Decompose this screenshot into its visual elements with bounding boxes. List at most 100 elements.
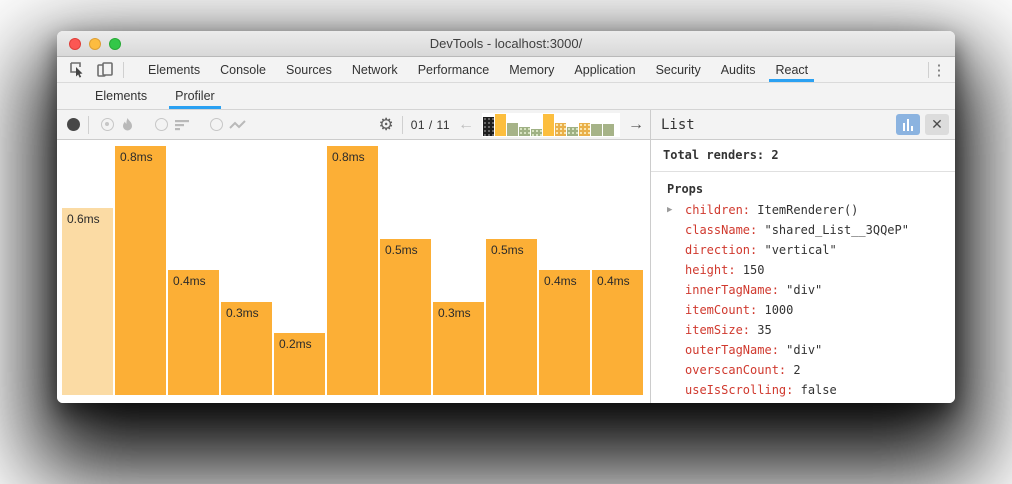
previous-snapshot-arrow-icon[interactable]: ← [458, 115, 474, 133]
minimap-bar-3[interactable] [507, 123, 518, 136]
prop-row-className: className: "shared_List__3QQeP" [651, 220, 955, 240]
chart-bar-label: 0.8ms [332, 150, 365, 164]
chart-bar-9[interactable]: 0.5ms [486, 239, 537, 395]
snapshot-minimap[interactable] [482, 112, 620, 137]
tab-audits[interactable]: Audits [720, 62, 756, 77]
chart-bar-3[interactable]: 0.4ms [168, 270, 219, 395]
tab-performance[interactable]: Performance [417, 62, 490, 77]
devtools-window: DevTools - localhost:3000/ Elements Conso… [57, 31, 955, 403]
titlebar: DevTools - localhost:3000/ [57, 31, 955, 57]
chart-bar-6[interactable]: 0.8ms [327, 146, 378, 395]
prop-value: 1000 [764, 303, 794, 317]
expand-arrow-icon[interactable]: ▶ [667, 205, 673, 215]
minimap-bar-4[interactable] [519, 126, 530, 136]
total-renders-label: Total renders: [663, 148, 765, 162]
device-toolbar-icon[interactable] [95, 60, 115, 80]
prop-value: "div" [786, 283, 823, 297]
view-chart-button[interactable] [896, 114, 920, 135]
chart-bar-7[interactable]: 0.5ms [380, 239, 431, 395]
minimap-bar-7[interactable] [555, 122, 566, 136]
close-window-button[interactable] [69, 37, 81, 50]
ranked-radio[interactable] [155, 118, 168, 131]
chart-bar-5[interactable]: 0.2ms [274, 333, 325, 395]
line-chart-icon [229, 119, 246, 129]
tab-application[interactable]: Application [574, 62, 636, 77]
subtab-profiler[interactable]: Profiler [161, 83, 229, 109]
prop-value: false [800, 383, 837, 397]
prop-row-useIsScrolling: useIsScrolling: false [651, 380, 955, 400]
chart-bar-11[interactable]: 0.4ms [592, 270, 643, 395]
tab-elements[interactable]: Elements [148, 62, 201, 77]
tab-memory[interactable]: Memory [509, 62, 555, 77]
zoom-window-button[interactable] [109, 37, 121, 50]
minimap-bar-2[interactable] [495, 113, 506, 136]
tab-network[interactable]: Network [351, 62, 398, 77]
minimize-window-button[interactable] [89, 37, 101, 50]
prop-row-itemSize: itemSize: 35 [651, 320, 955, 340]
more-options-icon[interactable]: ⋮ [931, 61, 947, 79]
props-list: ▶ children: ItemRenderer() className: "sha… [651, 200, 955, 403]
record-button[interactable] [67, 118, 80, 131]
prop-value: 2 [793, 363, 801, 377]
chart-bar-8[interactable]: 0.3ms [433, 302, 484, 395]
chart-bar-label: 0.2ms [279, 337, 312, 351]
tabbar-right: ⋮ [928, 57, 955, 82]
prop-key: height: [685, 263, 743, 277]
tab-sources[interactable]: Sources [285, 62, 332, 77]
prop-row-itemCount: itemCount: 1000 [651, 300, 955, 320]
prop-row-width: width: 300 [651, 400, 955, 403]
mode-flamegraph[interactable] [101, 117, 135, 133]
props-section-title: Props [667, 182, 704, 196]
minimap-bar-5[interactable] [531, 128, 542, 136]
component-name: List [661, 116, 695, 133]
prop-key: direction: [685, 243, 765, 257]
prop-key: useIsScrolling: [685, 383, 801, 397]
react-profiler-content: ⚙ 01 / 11 ← → 0.6ms 0.8ms 0.4ms 0.3ms 0.2ms 0… [57, 110, 955, 403]
tabbar-left-icons [57, 57, 132, 82]
mode-ranked[interactable] [155, 118, 190, 132]
chart-bar-1[interactable]: 0.6ms [62, 208, 113, 395]
settings-gear-icon[interactable]: ⚙ [378, 115, 394, 134]
interactions-radio[interactable] [210, 118, 223, 131]
minimap-bar-9[interactable] [579, 122, 590, 136]
minimap-bar-8[interactable] [567, 126, 578, 136]
prop-key: className: [685, 223, 765, 237]
minimap-bar-6[interactable] [543, 113, 554, 136]
prop-row-outerTagName: outerTagName: "div" [651, 340, 955, 360]
total-renders-value: 2 [771, 148, 779, 162]
prop-value: ItemRenderer() [757, 203, 859, 217]
profiler-pane: ⚙ 01 / 11 ← → 0.6ms 0.8ms 0.4ms 0.3ms 0.2ms 0… [57, 110, 650, 403]
ranked-bars-icon [175, 119, 189, 130]
component-details-body: Total renders: 2 Props ▶ children: ItemRe… [651, 140, 955, 403]
tab-security[interactable]: Security [655, 62, 701, 77]
close-details-button[interactable]: ✕ [925, 114, 949, 135]
chart-bar-label: 0.3ms [438, 306, 471, 320]
prop-key: children: [685, 203, 758, 217]
divider [928, 61, 929, 78]
bar-chart-icon [902, 118, 914, 131]
flamegraph-radio[interactable] [101, 118, 114, 131]
minimap-bar-1[interactable] [483, 116, 494, 136]
chart-bar-label: 0.5ms [385, 243, 418, 257]
chart-bar-10[interactable]: 0.4ms [539, 270, 590, 395]
total-renders: Total renders: 2 [651, 140, 955, 172]
mode-interactions[interactable] [210, 118, 247, 132]
inspect-element-icon[interactable] [67, 60, 87, 80]
minimap-bar-10[interactable] [591, 124, 602, 136]
prop-value: "div" [786, 343, 823, 357]
tab-react[interactable]: React [765, 57, 818, 82]
minimap-bar-11[interactable] [603, 124, 614, 136]
subtab-elements[interactable]: Elements [95, 89, 148, 103]
devtools-tabbar: Elements Console Sources Network Performance… [57, 57, 955, 83]
prop-row-children: ▶ children: ItemRenderer() [651, 200, 955, 220]
component-details-header: List ✕ [651, 110, 955, 140]
prop-row-height: height: 150 [651, 260, 955, 280]
chart-bar-4[interactable]: 0.3ms [221, 302, 272, 395]
tab-console[interactable]: Console [220, 62, 266, 77]
prop-value: "shared_List__3QQeP" [764, 223, 909, 237]
chart-bar-2[interactable]: 0.8ms [115, 146, 166, 395]
traffic-lights [69, 37, 121, 50]
prop-row-overscanCount: overscanCount: 2 [651, 360, 955, 380]
next-snapshot-arrow-icon[interactable]: → [628, 115, 644, 133]
prop-key: itemSize: [685, 323, 758, 337]
